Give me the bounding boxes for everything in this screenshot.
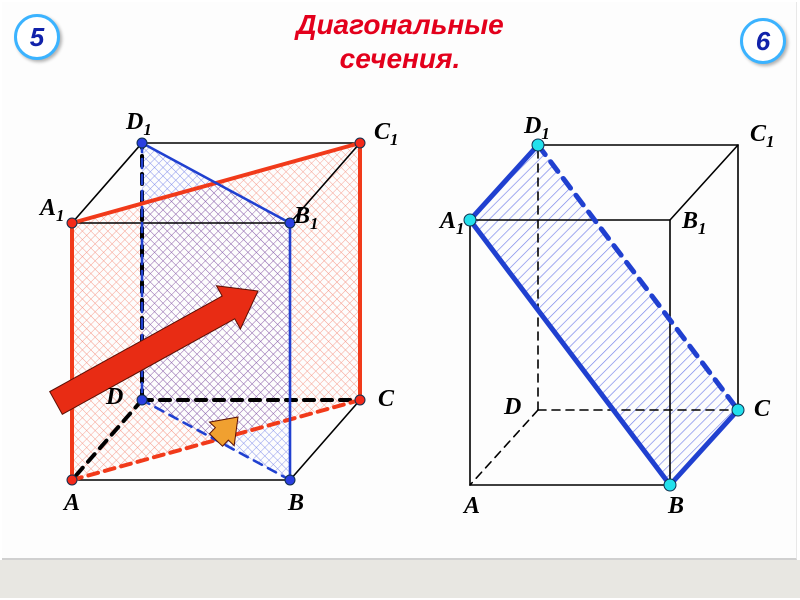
vertex-label-D: D — [106, 384, 123, 411]
vertex-label-C1: C1 — [374, 119, 398, 150]
vertex-label-B1: B1 — [294, 203, 318, 234]
page-title: Диагональные сечения. — [0, 8, 800, 75]
badge-right-text: 6 — [756, 26, 770, 57]
canvas: Диагональные сечения. 5 6 A B C D A1 B1 C1 D1 A… — [0, 0, 800, 600]
vertex-label-C: C — [754, 396, 770, 423]
left-cube — [40, 95, 410, 515]
bottom-strip — [0, 560, 800, 598]
vertex-label-A: A — [64, 490, 80, 517]
badge-left-text: 5 — [30, 22, 44, 53]
vertex-label-B: B — [668, 493, 684, 520]
badge-right: 6 — [740, 18, 786, 64]
vertex-label-A: A — [464, 493, 480, 520]
title-line1: Диагональные — [296, 9, 504, 40]
vertex-label-D1: D1 — [126, 109, 152, 140]
vertex-label-A1: A1 — [440, 208, 464, 239]
vertex-label-C: C — [378, 386, 394, 413]
vertex-label-A1: A1 — [40, 195, 64, 226]
vertex-label-B1: B1 — [682, 208, 706, 239]
title-line2: сечения. — [340, 43, 461, 74]
vertex-label-B: B — [288, 490, 304, 517]
vertex-label-C1: C1 — [750, 121, 774, 152]
vertex-label-D1: D1 — [524, 113, 550, 144]
vertex-label-D: D — [504, 394, 521, 421]
badge-left: 5 — [14, 14, 60, 60]
right-cube — [430, 100, 780, 520]
